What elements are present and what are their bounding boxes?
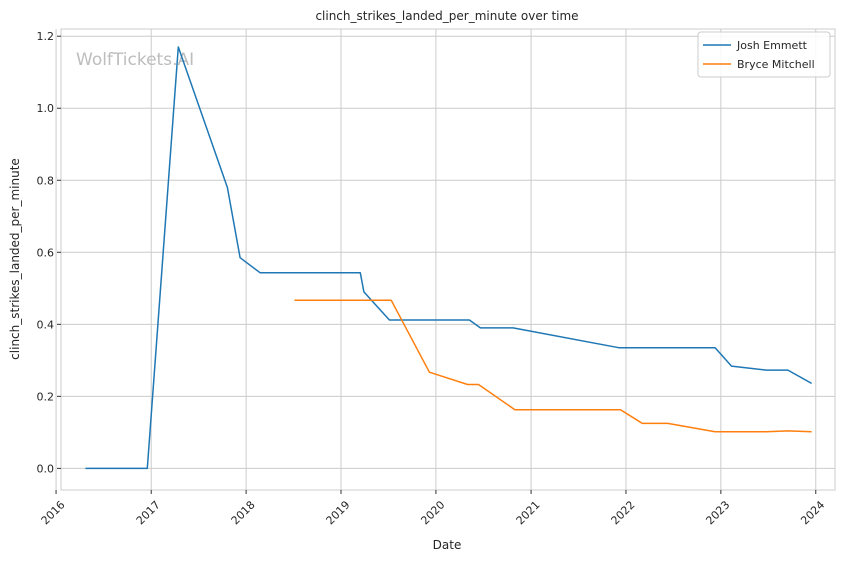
- series-line-josh-emmett: [85, 46, 812, 470]
- y-tick-label: 1.2: [37, 30, 55, 43]
- legend-label-bryce-mitchell: Bryce Mitchell: [737, 58, 815, 71]
- x-axis-label: Date: [433, 538, 462, 552]
- legend-box: [697, 31, 831, 78]
- y-tick-label: 0.4: [37, 318, 55, 331]
- y-tick-label: 1.0: [37, 102, 55, 115]
- y-tick-label: 0.2: [37, 390, 55, 403]
- watermark: WolfTickets.AI: [76, 50, 194, 70]
- series-line-bryce-mitchell: [294, 299, 812, 433]
- legend-label-josh-emmett: Josh Emmett: [736, 39, 808, 52]
- y-gridlines: [61, 35, 835, 469]
- y-axis-ticks: 0.0 0.2 0.4 0.6 0.8 1.0 1.2: [37, 30, 61, 475]
- chart-title: clinch_strikes_landed_per_minute over ti…: [315, 9, 578, 23]
- plot-area: [60, 28, 836, 491]
- legend: Josh Emmett Bryce Mitchell: [697, 31, 831, 78]
- y-tick-label: 0.0: [37, 462, 55, 475]
- series-lines: [85, 46, 812, 470]
- y-axis-label: clinch_strikes_landed_per_minute: [8, 158, 22, 360]
- y-tick-label: 0.6: [37, 246, 55, 259]
- y-tick-label: 0.8: [37, 174, 55, 187]
